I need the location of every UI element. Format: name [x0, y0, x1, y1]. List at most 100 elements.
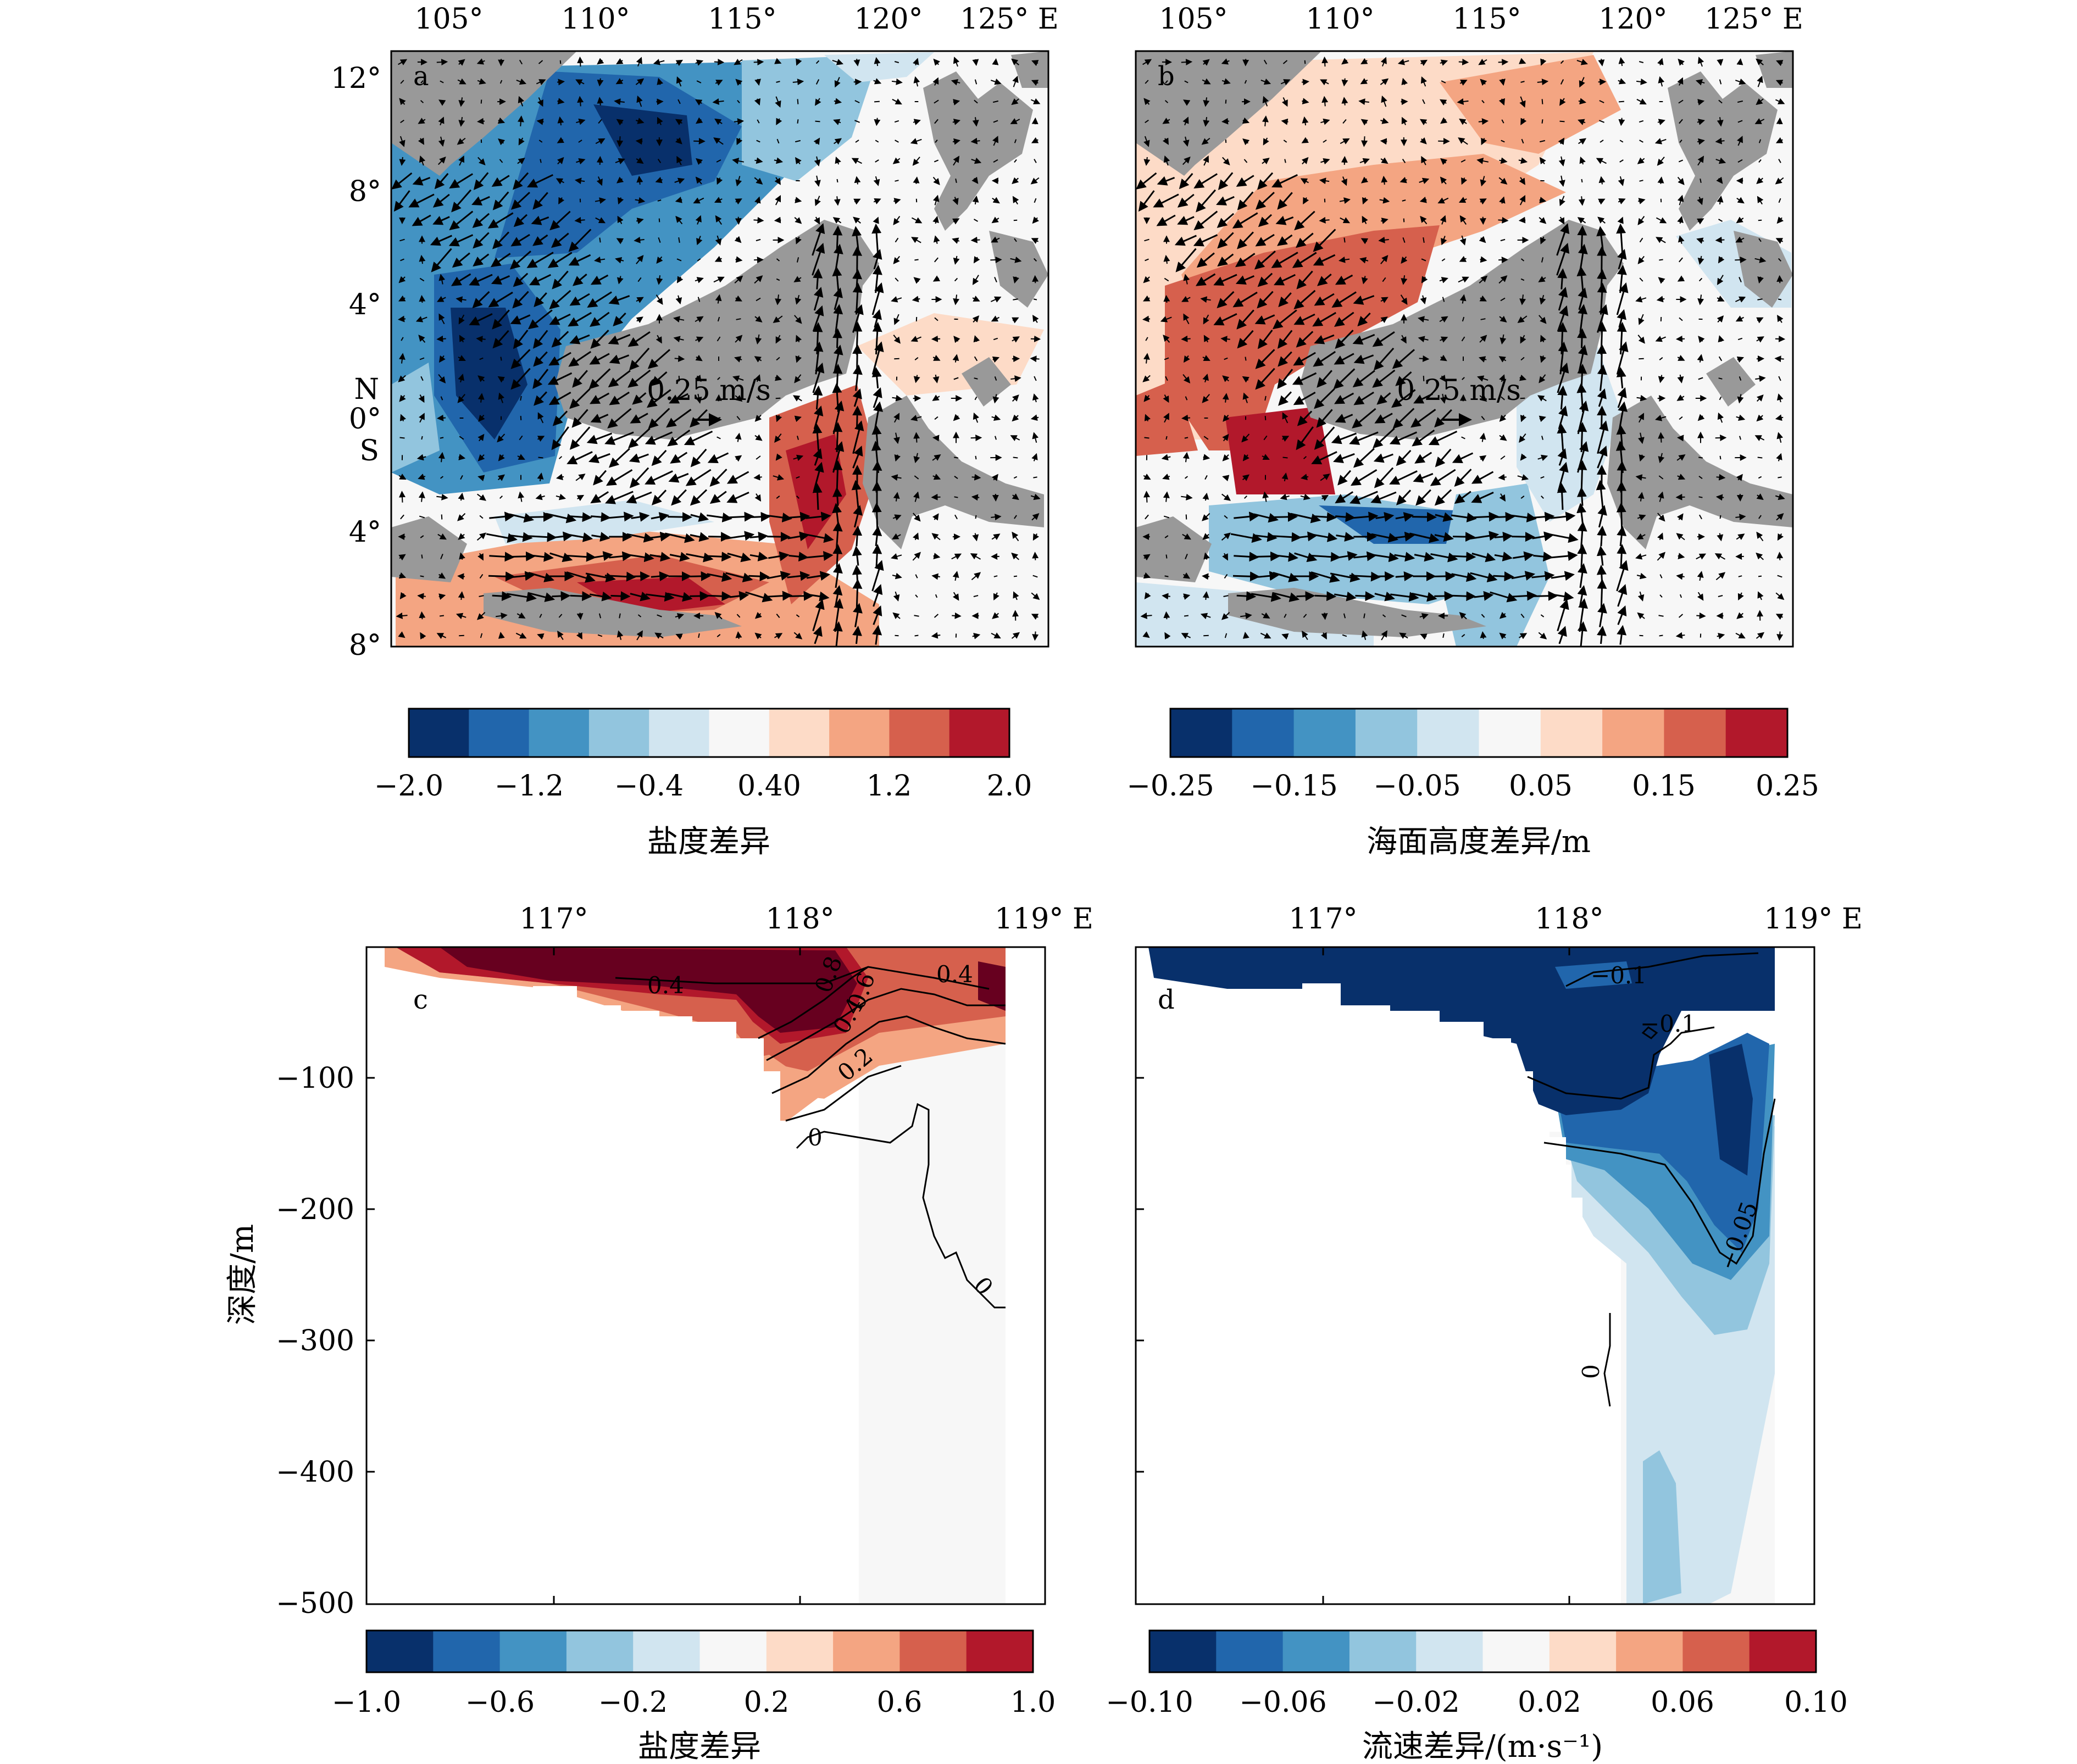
- current-vector: [713, 137, 724, 145]
- current-vector: [415, 316, 427, 322]
- current-vector: [479, 515, 484, 519]
- current-vector: [736, 614, 741, 618]
- current-vector: [874, 118, 881, 126]
- tick: 115°: [708, 3, 776, 36]
- current-vector: [420, 80, 424, 84]
- current-vector: [567, 451, 593, 465]
- current-vector: [658, 218, 660, 222]
- current-vector: [451, 273, 471, 286]
- current-vector: [636, 255, 644, 264]
- current-vector: [490, 253, 511, 268]
- current-vector: [568, 350, 592, 367]
- current-vector: [735, 394, 743, 402]
- current-vector: [685, 469, 712, 486]
- current-vector: [480, 99, 482, 104]
- current-vector: [636, 95, 643, 107]
- current-vector: [993, 337, 998, 341]
- current-vector: [971, 176, 979, 184]
- current-vector: [933, 58, 940, 66]
- current-vector: [669, 552, 690, 562]
- current-vector: [537, 472, 544, 482]
- colorbar-bin: [966, 1631, 1034, 1672]
- colorbar-bin: [766, 1631, 834, 1672]
- current-vector: [912, 296, 920, 303]
- current-vector: [1181, 414, 1191, 421]
- current-vector: [476, 611, 486, 620]
- current-vector: [569, 293, 590, 306]
- current-vector: [1185, 514, 1187, 520]
- current-vector: [952, 237, 960, 244]
- current-vector: [533, 351, 548, 367]
- current-vector: [479, 595, 484, 597]
- current-vector: [577, 56, 584, 67]
- panel-b: b 0.25 m/s 105° 110° 115° 120° 125° E: [1135, 3, 1803, 648]
- current-vector: [476, 493, 486, 501]
- current-vector: [449, 173, 473, 189]
- current-vector: [735, 432, 742, 442]
- current-vector: [832, 225, 843, 253]
- current-vector: [676, 155, 683, 165]
- tick: 117°: [1289, 903, 1357, 936]
- current-vector: [712, 98, 724, 105]
- current-vector: [895, 180, 899, 182]
- colorbar-bin: [1482, 1631, 1550, 1672]
- current-vector: [393, 190, 410, 212]
- current-vector: [1252, 551, 1281, 561]
- current-vector: [471, 196, 490, 205]
- colorbar-label: 海面高度差异/m: [1367, 824, 1591, 860]
- current-vector: [1031, 238, 1039, 244]
- current-vector: [990, 79, 1002, 85]
- current-vector: [609, 391, 630, 405]
- tick: −2.0: [374, 770, 443, 803]
- current-vector: [715, 80, 723, 86]
- current-vector: [1715, 236, 1725, 243]
- current-vector: [526, 252, 554, 268]
- tick: −1.0: [332, 1686, 401, 1719]
- current-vector: [675, 197, 682, 203]
- colorbar-bin: [649, 709, 709, 757]
- current-vector: [754, 374, 761, 382]
- current-vector: [536, 118, 544, 125]
- current-vector: [832, 487, 842, 506]
- current-vector: [795, 140, 801, 143]
- current-vector: [955, 178, 957, 183]
- tick: 0.40: [737, 770, 801, 803]
- current-vector: [451, 189, 472, 213]
- tick: −200: [276, 1193, 354, 1226]
- current-vector: [615, 257, 624, 264]
- current-vector: [658, 237, 661, 243]
- current-vector: [547, 372, 573, 385]
- current-vector: [732, 158, 744, 164]
- current-vector: [852, 364, 863, 391]
- current-vector: [498, 392, 504, 403]
- current-vector: [795, 335, 802, 343]
- current-vector: [593, 470, 607, 486]
- current-vector: [476, 336, 486, 343]
- current-vector: [1433, 571, 1456, 581]
- current-vector: [1452, 552, 1476, 562]
- current-vector: [795, 355, 802, 363]
- current-vector: [595, 197, 606, 204]
- current-vector: [806, 571, 830, 581]
- current-vector: [972, 632, 981, 639]
- tick: 125° E: [1704, 3, 1803, 36]
- panel-a: a 0.25 m/s 105° 110° 115° 120° 125° E 12…: [331, 3, 1059, 662]
- current-vector: [532, 330, 548, 349]
- current-vector: [1597, 578, 1607, 612]
- panel-c: 0.4 0.8 0.4 0.6 0.4 0.2 0 0 c 117° 118° …: [225, 903, 1093, 1620]
- current-vector: [436, 633, 447, 639]
- current-vector: [803, 551, 834, 561]
- current-vector: [796, 257, 799, 263]
- current-vector: [457, 573, 465, 580]
- current-vector: [536, 79, 546, 86]
- current-vector: [518, 137, 525, 146]
- current-vector: [399, 136, 406, 147]
- current-vector: [1030, 414, 1039, 421]
- current-vector: [537, 412, 544, 424]
- current-vector: [598, 119, 602, 124]
- current-vector: [690, 448, 707, 468]
- current-vector: [1013, 575, 1018, 577]
- current-vector: [1031, 80, 1039, 86]
- current-vector: [418, 491, 425, 502]
- current-vector: [537, 97, 543, 107]
